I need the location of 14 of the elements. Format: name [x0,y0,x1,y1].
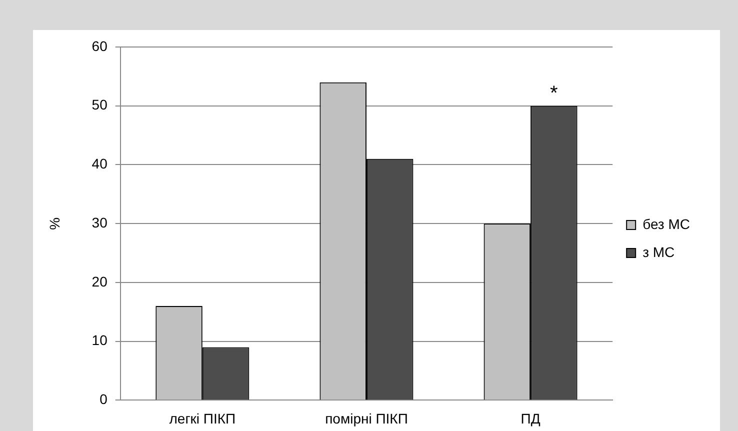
y-tick-label: 20 [92,273,108,290]
x-tick-label: легкі ПІКП [169,410,236,426]
y-tick-label: 0 [100,391,108,408]
x-tick-label: ПД [520,410,541,426]
legend-label: без МС [642,216,690,232]
annotation: * [550,82,558,104]
y-tick-label: 10 [92,332,108,348]
y-axis-title: % [46,217,62,230]
x-tick-label: помірні ПІКП [325,410,408,426]
y-tick-label: 30 [92,214,108,230]
y-tick-label: 60 [92,38,108,54]
y-tick-label: 50 [92,96,108,113]
legend-label: з МС [642,244,675,260]
y-tick-label: 40 [92,156,108,172]
